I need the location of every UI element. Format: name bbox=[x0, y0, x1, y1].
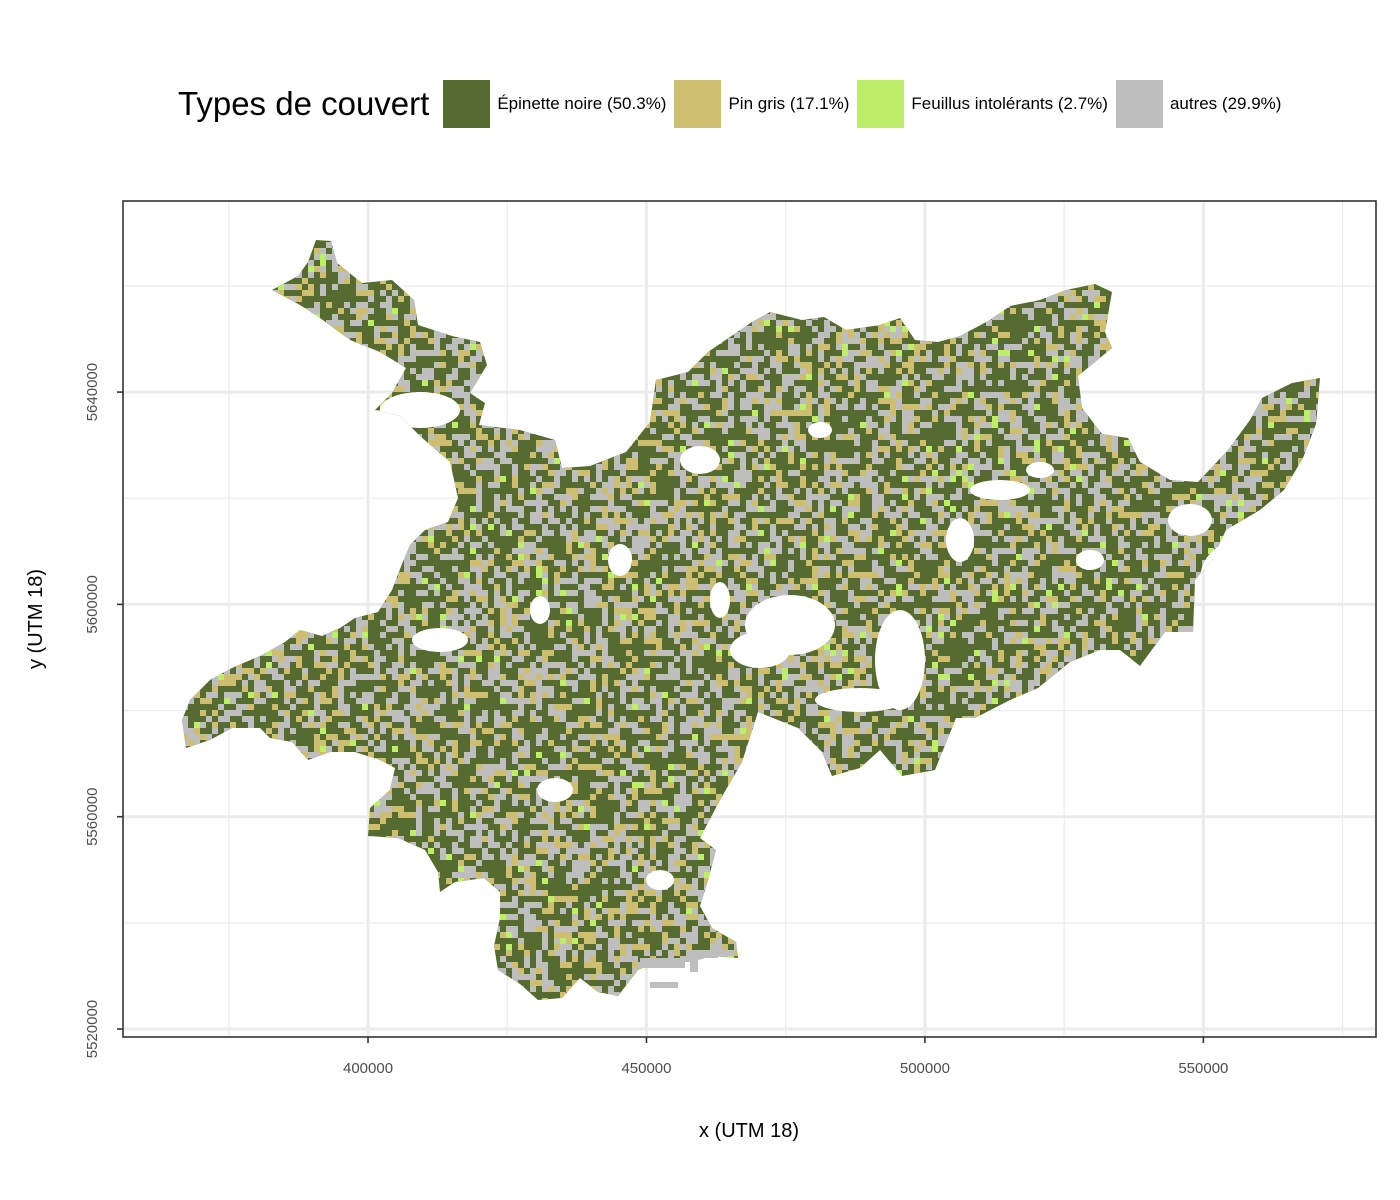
opening bbox=[815, 688, 905, 712]
legend-item-autres: autres (29.9%) bbox=[1115, 80, 1282, 128]
opening bbox=[1168, 504, 1212, 536]
opening bbox=[530, 596, 550, 624]
y-tick-label: 5520000 bbox=[84, 1000, 101, 1058]
plot-panel-border bbox=[122, 200, 1377, 1038]
x-tick-label: 550000 bbox=[1178, 1060, 1228, 1077]
y-tick-label: 5640000 bbox=[84, 363, 101, 421]
opening bbox=[1026, 462, 1054, 478]
legend-label-feuillus-intolerants: Feuillus intolérants (2.7%) bbox=[911, 94, 1108, 113]
x-tick-label: 400000 bbox=[343, 1060, 393, 1077]
opening bbox=[537, 778, 573, 802]
y-axis: 5520000 5560000 5600000 5640000 bbox=[84, 363, 123, 1058]
opening bbox=[646, 870, 674, 890]
y-axis-title: y (UTM 18) bbox=[25, 569, 47, 669]
southern-fragment bbox=[640, 950, 718, 988]
opening bbox=[1076, 550, 1104, 570]
legend-item-pin-gris: Pin gris (17.1%) bbox=[674, 80, 849, 128]
x-tick-label: 500000 bbox=[900, 1060, 950, 1077]
x-tick-label: 450000 bbox=[621, 1060, 671, 1077]
legend: Types de couvert Épinette noire (50.3%) … bbox=[178, 78, 1289, 130]
x-axis: 400000 450000 500000 550000 bbox=[343, 1037, 1228, 1077]
legend-label-epinette-noire: Épinette noire (50.3%) bbox=[497, 94, 667, 113]
legend-key-feuillus-intolerants bbox=[857, 80, 905, 128]
opening bbox=[710, 582, 730, 618]
legend-key-pin-gris bbox=[674, 80, 722, 128]
legend-key-autres bbox=[1115, 80, 1163, 128]
y-tick-label: 5560000 bbox=[84, 788, 101, 846]
y-tick-label: 5600000 bbox=[84, 575, 101, 633]
opening bbox=[808, 422, 832, 438]
legend-label-pin-gris: Pin gris (17.1%) bbox=[728, 94, 850, 113]
opening bbox=[970, 480, 1030, 500]
legend-key-epinette-noire bbox=[443, 80, 491, 128]
legend-item-feuillus-intolerants: Feuillus intolérants (2.7%) bbox=[857, 80, 1108, 128]
opening bbox=[730, 632, 790, 668]
opening bbox=[946, 518, 974, 562]
opening bbox=[608, 544, 632, 576]
opening bbox=[412, 628, 468, 652]
legend-item-epinette-noire: Épinette noire (50.3%) bbox=[443, 80, 666, 128]
legend-title: Types de couvert bbox=[178, 85, 430, 122]
opening bbox=[680, 446, 720, 474]
legend-label-autres: autres (29.9%) bbox=[1169, 94, 1282, 113]
opening bbox=[875, 610, 925, 710]
x-axis-title: x (UTM 18) bbox=[699, 1120, 799, 1142]
